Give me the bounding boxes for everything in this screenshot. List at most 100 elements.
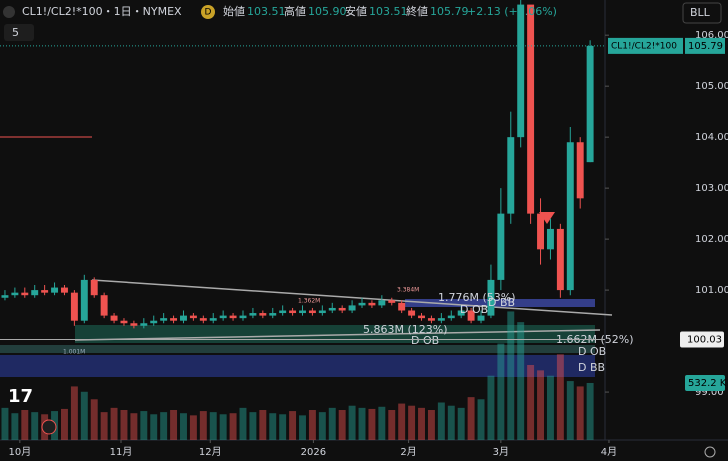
ohlc-label: 安値 <box>345 4 367 18</box>
candle-body <box>487 279 495 316</box>
candle-body <box>467 310 475 321</box>
candle-body <box>1 295 9 298</box>
volume-bar <box>517 322 525 440</box>
volume-bar <box>100 412 108 440</box>
volume-bar <box>507 311 515 440</box>
y-tick-label: 104.00 <box>695 132 728 143</box>
volume-bar <box>427 410 435 440</box>
volume-bar <box>408 405 416 440</box>
volume-bar <box>318 412 326 440</box>
account-box[interactable] <box>682 2 722 24</box>
candle-body <box>209 318 217 321</box>
symbol[interactable]: CL1!/CL2!*100・1日・NYMEX <box>22 5 182 18</box>
volume-bar <box>527 365 535 440</box>
candle-body <box>338 307 346 311</box>
volume-bar <box>259 410 267 440</box>
volume-bar <box>447 405 455 440</box>
tag <box>608 37 683 54</box>
candle-body <box>378 300 386 306</box>
candle-body <box>328 307 336 311</box>
logo: 17 <box>8 386 33 407</box>
tag-name: CL1!/CL2!*100 <box>611 41 677 51</box>
candle-body <box>556 228 564 291</box>
candle-body <box>140 323 148 326</box>
settings-icon[interactable] <box>704 446 716 458</box>
candle-body <box>41 290 49 293</box>
volume-bar <box>239 407 247 440</box>
volume-bar <box>537 370 545 440</box>
volume-bar <box>209 412 217 440</box>
candle-body <box>546 228 554 250</box>
ohlc-value: 103.51 <box>247 5 286 18</box>
ohlc-label: 終値 <box>406 4 428 18</box>
candle-body <box>170 318 178 321</box>
volume-bar <box>457 407 465 440</box>
volume-bar <box>576 386 584 440</box>
x-tick-label: 12月 <box>199 446 222 458</box>
volume-bar <box>269 413 277 440</box>
tag <box>680 331 724 348</box>
candle-body <box>586 45 594 163</box>
indicator-toggle[interactable] <box>4 24 34 41</box>
volume-bar <box>199 411 207 440</box>
volume-bar <box>120 410 128 440</box>
volume-bar <box>437 402 445 440</box>
volume-bar <box>358 407 366 440</box>
x-tick-label: 2026 <box>301 447 326 458</box>
symbol-icon[interactable] <box>3 6 15 18</box>
candle-body <box>437 318 445 321</box>
candle-body <box>180 315 187 321</box>
candle-body <box>259 313 267 316</box>
candle-body <box>477 315 485 321</box>
candle-body <box>418 315 425 319</box>
candle-body <box>507 137 515 214</box>
x-tick-label: 3月 <box>493 446 509 458</box>
candle-body <box>408 310 416 316</box>
volume-bar <box>219 414 227 440</box>
volume-bar <box>31 412 39 440</box>
tag <box>685 374 725 391</box>
volume-bar <box>80 391 88 440</box>
candle-body <box>120 320 128 324</box>
candle-body <box>398 302 406 311</box>
tv-button[interactable] <box>41 419 57 435</box>
candle-body <box>318 310 326 314</box>
candle-body <box>70 292 78 321</box>
candle-body <box>299 310 306 314</box>
x-tick-label: 4月 <box>601 446 617 458</box>
candle-body <box>219 315 227 319</box>
volume-bar <box>487 375 495 440</box>
volume-bar <box>180 413 187 440</box>
ohlc-value: 105.79 <box>430 5 469 18</box>
badge-text: D <box>205 8 212 18</box>
volume-bar <box>546 375 554 440</box>
volume-bar <box>497 343 505 440</box>
annotation: D BB <box>578 361 605 374</box>
ohlc-value: 105.90 <box>308 5 347 18</box>
candle-body <box>130 323 138 326</box>
candle-body <box>517 4 525 138</box>
volume-bar <box>21 410 29 440</box>
candle-body <box>269 313 277 316</box>
volume-bar <box>170 410 178 440</box>
volume-bar <box>150 414 158 440</box>
candle-body <box>31 290 39 296</box>
volume-bar <box>90 399 98 440</box>
volume-bar <box>556 354 564 440</box>
volume-bar <box>160 412 168 440</box>
change: +2.13 (+2.06%) <box>467 5 557 18</box>
candle-body <box>60 287 68 293</box>
volume-bar <box>348 405 356 440</box>
indicator-count[interactable]: 5 <box>12 26 19 39</box>
volume-bar <box>418 407 425 440</box>
badge <box>201 5 215 19</box>
annotation: 5.863M (123%) <box>363 323 448 336</box>
tag-value: 100.03 <box>687 335 722 346</box>
volume-bar <box>229 413 237 440</box>
account[interactable]: BLL <box>690 6 711 19</box>
ohlc-label: 高値 <box>284 4 306 18</box>
annotation: D OB <box>460 303 488 316</box>
annotation: D OB <box>578 345 606 358</box>
candle-body <box>566 142 574 291</box>
